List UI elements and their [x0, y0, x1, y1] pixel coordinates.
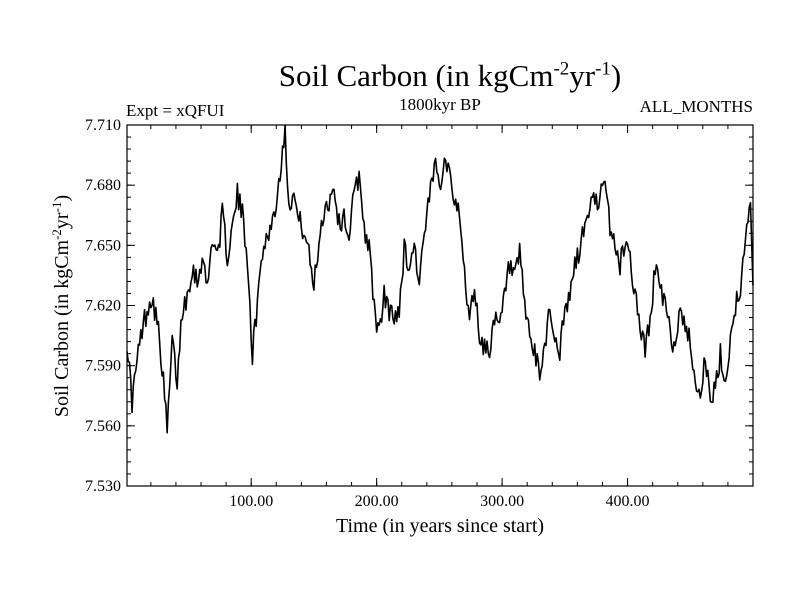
x-tick-label: 100.00 — [229, 493, 273, 510]
x-axis-title: Time (in years since start) — [336, 515, 544, 537]
plot-frame — [126, 124, 754, 487]
x-tick-label: 300.00 — [480, 493, 524, 510]
x-tick-label: 400.00 — [606, 493, 650, 510]
period-label: 1800kyr BP — [399, 95, 481, 114]
y-tick-label: 7.710 — [85, 117, 121, 134]
y-tick-label: 7.590 — [85, 358, 121, 375]
axis-tick-labels: 7.530 7.560 7.590 7.620 7.650 7.680 7.710 100.0… — [85, 117, 650, 510]
y-tick-label: 7.560 — [85, 418, 121, 435]
x-tick-label: 200.00 — [355, 493, 399, 510]
y-tick-label: 7.680 — [85, 177, 121, 194]
y-tick-label: 7.650 — [85, 237, 121, 254]
series-group — [126, 124, 754, 434]
axis-ticks — [127, 124, 753, 487]
series-line-soil-carbon — [126, 124, 754, 434]
y-tick-label: 7.620 — [85, 298, 121, 315]
y-tick-label: 7.530 — [85, 478, 121, 495]
y-axis-title: Soil Carbon (in kgCm-2yr-1) — [49, 195, 74, 417]
months-label: ALL_MONTHS — [639, 97, 753, 116]
experiment-label: Expt = xQFUI — [126, 101, 225, 120]
chart-title: Soil Carbon (in kgCm-2yr-1) — [278, 58, 622, 93]
